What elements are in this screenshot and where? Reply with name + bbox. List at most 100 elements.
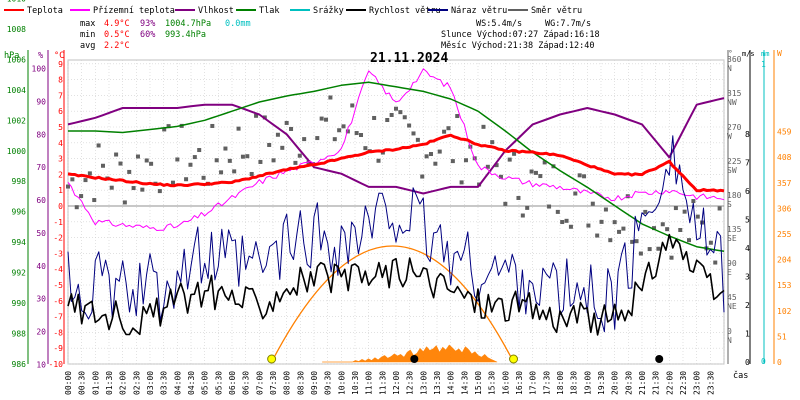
x-tick-label: 01:30	[105, 371, 114, 395]
wind-direction-point	[149, 161, 154, 166]
wind-direction-point	[503, 201, 508, 206]
wind-direction-point	[83, 178, 88, 183]
axis-hpa-tick: 988	[12, 330, 27, 339]
x-tick-label: 03:00	[146, 371, 155, 395]
wind-direction-point	[529, 169, 534, 174]
wind-direction-point	[538, 174, 543, 179]
x-tick-label: 02:00	[119, 371, 128, 395]
wind-direction-point	[293, 160, 298, 165]
axis-hpa-tick: 1000	[7, 147, 26, 156]
x-tick-label: 02:30	[132, 371, 141, 395]
axis-temp-tick: 8	[58, 76, 63, 85]
sun-moon-markers	[267, 354, 664, 364]
axis-dir-tick: 360	[727, 55, 742, 64]
x-tick-label: 14:30	[460, 371, 469, 395]
axis-wm2-tick: 102	[777, 307, 792, 316]
wind-direction-point	[621, 226, 626, 231]
x-tick-label: 08:00	[283, 371, 292, 395]
wind-direction-point	[398, 110, 403, 115]
axis-temp-tick: -4	[53, 265, 63, 274]
x-tick-label: 04:00	[173, 371, 182, 395]
wind-direction-point	[428, 152, 433, 157]
wind-direction-point	[603, 207, 608, 212]
wind-direction-point	[70, 177, 75, 182]
stats-max-temp: 4.9°C	[104, 19, 130, 29]
x-tick-label: 22:00	[665, 371, 674, 395]
info-moon: Měsíc Východ:21:38 Západ:12:40	[441, 41, 595, 51]
wind-direction-point	[673, 206, 678, 211]
axis-wm2-tick: 357	[777, 179, 792, 188]
axis-pct-tick: 20	[36, 328, 46, 337]
wind-direction-point	[87, 171, 92, 176]
wind-direction-point	[660, 222, 665, 227]
info-sun: Slunce Východ:07:27 Západ:16:18	[441, 30, 600, 40]
x-tick-label: 05:30	[214, 371, 223, 395]
wind-direction-point	[332, 137, 337, 142]
wind-direction-point	[525, 205, 530, 210]
wind-direction-point	[201, 175, 206, 180]
axis-wm2-tick: 0	[777, 358, 782, 367]
x-tick-label: 05:00	[201, 371, 210, 395]
x-tick-label: 23:30	[706, 371, 715, 395]
axis-temp-tick: 2	[58, 170, 63, 179]
wind-direction-point	[599, 219, 604, 224]
sunrise-marker	[267, 354, 277, 364]
x-tick-label: 13:00	[419, 371, 428, 395]
wind-direction-point	[100, 163, 105, 168]
axis-pct-tick: 100	[32, 65, 47, 74]
wind-direction-point	[494, 163, 499, 168]
stats-max-hum: 93%	[140, 19, 155, 29]
wind-direction-point	[638, 251, 643, 256]
x-tick-label: 13:30	[433, 371, 442, 395]
stats-min-press: 993.4hPa	[165, 30, 206, 40]
wind-direction-point	[533, 170, 538, 175]
wind-direction-point	[647, 247, 652, 252]
stats-min-temp: 0.5°C	[104, 30, 130, 40]
axis-mm-tick: 1	[761, 60, 766, 69]
axis-ms-tick: 5	[745, 216, 750, 225]
wind-direction-point	[280, 145, 285, 150]
axis-temp-tick: 9	[58, 60, 63, 69]
legend: Teplota Přízemní teplota Vlhkost Tlak Srážky…	[4, 6, 582, 16]
axis-dir-name: E	[727, 268, 732, 277]
wind-direction-point	[240, 154, 245, 159]
wind-direction-point	[131, 186, 136, 191]
wind-direction-point	[586, 223, 591, 228]
axis-pct-tick: 70	[36, 163, 46, 172]
axis-pct-tick: 90	[36, 97, 46, 106]
wind-direction-point	[643, 209, 648, 214]
wind-direction-point	[162, 127, 167, 132]
series-lines	[67, 68, 725, 336]
axis-pct-tick: 50	[36, 229, 46, 238]
x-tick-label: 18:00	[556, 371, 565, 395]
wind-direction-point	[350, 103, 355, 108]
axis-pct-title: %	[38, 51, 43, 61]
x-tick-label: 16:30	[515, 371, 524, 395]
legend-label: Rychlost větru	[369, 6, 441, 16]
wind-direction-point	[463, 158, 468, 163]
wind-direction-point	[372, 115, 377, 120]
stats-min-hum: 60%	[140, 30, 155, 40]
axis-dir-name: N	[727, 336, 732, 345]
axis-hpa-tick: 996	[12, 208, 27, 217]
axis-temp-title: °C	[54, 51, 64, 61]
wind-direction-point	[118, 161, 123, 166]
axis-hpa-tick: 990	[12, 299, 27, 308]
axis-temp-tick: 3	[58, 155, 63, 164]
x-tick-label: 07:00	[255, 371, 264, 395]
x-axis-label: čas	[733, 370, 748, 381]
axis-wm2-tick: 204	[777, 256, 792, 265]
axis-hpa-tick: 994	[12, 238, 27, 247]
wind-direction-point	[289, 126, 294, 131]
wind-direction-point	[144, 158, 149, 163]
axis-wm2-tick: 255	[777, 230, 792, 239]
wind-direction-point	[555, 209, 560, 214]
stats-panel: max 4.9°C 93% 1004.7hPa 0.0mm min 0.5°C …	[80, 19, 251, 51]
wind-direction-point	[236, 126, 241, 131]
wind-direction-point	[385, 118, 390, 123]
wind-direction-point	[547, 204, 552, 209]
axis-hpa-title: hPa	[4, 51, 19, 61]
x-tick-label: 15:30	[488, 371, 497, 395]
axis-dir-tick: 135	[727, 225, 742, 234]
